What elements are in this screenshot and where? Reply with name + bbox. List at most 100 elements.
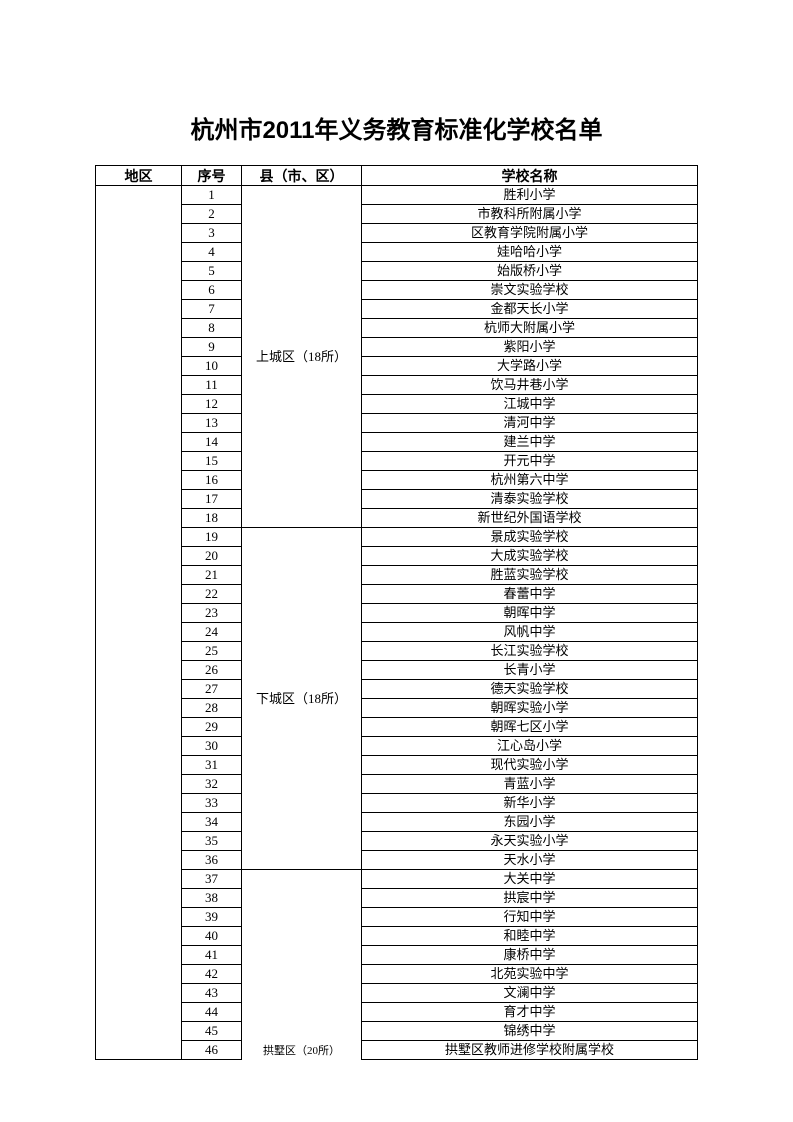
school-cell: 德天实验学校	[362, 680, 698, 699]
school-cell: 清泰实验学校	[362, 490, 698, 509]
school-cell: 大关中学	[362, 870, 698, 889]
table-row: 35 永天实验小学	[96, 832, 698, 851]
seq-cell: 11	[182, 376, 242, 395]
seq-cell: 28	[182, 699, 242, 718]
seq-cell: 7	[182, 300, 242, 319]
table-row: 12江城中学	[96, 395, 698, 414]
table-row: 26长青小学	[96, 661, 698, 680]
table-row: 13清河中学	[96, 414, 698, 433]
table-row: 2 市教科所附属小学	[96, 205, 698, 224]
school-cell: 青蓝小学	[362, 775, 698, 794]
school-cell: 康桥中学	[362, 946, 698, 965]
school-cell: 现代实验小学	[362, 756, 698, 775]
seq-cell: 45	[182, 1022, 242, 1041]
seq-cell: 20	[182, 547, 242, 566]
school-cell: 娃哈哈小学	[362, 243, 698, 262]
school-cell: 朝晖中学	[362, 604, 698, 623]
school-cell: 新华小学	[362, 794, 698, 813]
school-cell: 杭州第六中学	[362, 471, 698, 490]
seq-cell: 35	[182, 832, 242, 851]
school-cell: 胜利小学	[362, 186, 698, 205]
table-row: 3区教育学院附属小学	[96, 224, 698, 243]
header-county: 县（市、区）	[242, 166, 362, 186]
seq-cell: 17	[182, 490, 242, 509]
table-row: 27 德天实验学校	[96, 680, 698, 699]
school-cell: 崇文实验学校	[362, 281, 698, 300]
school-cell: 朝晖实验小学	[362, 699, 698, 718]
seq-cell: 46	[182, 1041, 242, 1060]
table-row: 18新世纪外国语学校	[96, 509, 698, 528]
school-cell: 风帆中学	[362, 623, 698, 642]
table-row: 10大学路小学	[96, 357, 698, 376]
table-row: 30江心岛小学	[96, 737, 698, 756]
table-row: 6崇文实验学校	[96, 281, 698, 300]
table-row: 19下城区（18所）景成实验学校	[96, 528, 698, 547]
table-row: 11 饮马井巷小学	[96, 376, 698, 395]
school-cell: 金都天长小学	[362, 300, 698, 319]
seq-cell: 1	[182, 186, 242, 205]
table-row: 15开元中学	[96, 452, 698, 471]
table-row: 38拱宸中学	[96, 889, 698, 908]
seq-cell: 37	[182, 870, 242, 889]
seq-cell: 22	[182, 585, 242, 604]
table-row: 29朝晖七区小学	[96, 718, 698, 737]
table-row: 28 朝晖实验小学	[96, 699, 698, 718]
table-row: 7 金都天长小学	[96, 300, 698, 319]
table-row: 25长江实验学校	[96, 642, 698, 661]
header-school: 学校名称	[362, 166, 698, 186]
seq-cell: 13	[182, 414, 242, 433]
school-cell: 北苑实验中学	[362, 965, 698, 984]
table-row: 21胜蓝实验学校	[96, 566, 698, 585]
table-row: 46 拱墅区教师进修学校附属学校	[96, 1041, 698, 1060]
seq-cell: 15	[182, 452, 242, 471]
seq-cell: 44	[182, 1003, 242, 1022]
seq-cell: 25	[182, 642, 242, 661]
school-cell: 拱墅区教师进修学校附属学校	[362, 1041, 698, 1060]
seq-cell: 14	[182, 433, 242, 452]
school-cell: 永天实验小学	[362, 832, 698, 851]
table-row: 31 现代实验小学	[96, 756, 698, 775]
table-row: 22春蕾中学	[96, 585, 698, 604]
seq-cell: 42	[182, 965, 242, 984]
school-cell: 建兰中学	[362, 433, 698, 452]
school-cell: 江城中学	[362, 395, 698, 414]
table-row: 5始版桥小学	[96, 262, 698, 281]
table-row: 23 朝晖中学	[96, 604, 698, 623]
table-body: 1上城区（18所）胜利小学2市教科所附属小学3区教育学院附属小学4娃哈哈小学5始…	[96, 186, 698, 1060]
table-row: 41 康桥中学	[96, 946, 698, 965]
seq-cell: 41	[182, 946, 242, 965]
seq-cell: 29	[182, 718, 242, 737]
table-row: 40和睦中学	[96, 927, 698, 946]
table-row: 9紫阳小学	[96, 338, 698, 357]
school-cell: 区教育学院附属小学	[362, 224, 698, 243]
school-cell: 新世纪外国语学校	[362, 509, 698, 528]
school-cell: 行知中学	[362, 908, 698, 927]
seq-cell: 27	[182, 680, 242, 699]
region-cell	[96, 186, 182, 1060]
school-cell: 景成实验学校	[362, 528, 698, 547]
school-cell: 饮马井巷小学	[362, 376, 698, 395]
school-cell: 东园小学	[362, 813, 698, 832]
page-title: 杭州市2011年义务教育标准化学校名单	[95, 110, 698, 145]
table-row: 1上城区（18所）胜利小学	[96, 186, 698, 205]
school-cell: 胜蓝实验学校	[362, 566, 698, 585]
seq-cell: 38	[182, 889, 242, 908]
table-row: 36天水小学	[96, 851, 698, 870]
school-cell: 江心岛小学	[362, 737, 698, 756]
table-row: 16杭州第六中学	[96, 471, 698, 490]
seq-cell: 2	[182, 205, 242, 224]
table-row: 8杭师大附属小学	[96, 319, 698, 338]
seq-cell: 40	[182, 927, 242, 946]
seq-cell: 31	[182, 756, 242, 775]
seq-cell: 9	[182, 338, 242, 357]
seq-cell: 23	[182, 604, 242, 623]
school-cell: 大学路小学	[362, 357, 698, 376]
header-region: 地区	[96, 166, 182, 186]
school-cell: 市教科所附属小学	[362, 205, 698, 224]
table-row: 43文澜中学	[96, 984, 698, 1003]
school-cell: 大成实验学校	[362, 547, 698, 566]
school-cell: 长青小学	[362, 661, 698, 680]
table-row: 24风帆中学	[96, 623, 698, 642]
seq-cell: 32	[182, 775, 242, 794]
county-cell: 拱墅区（20所）	[242, 870, 362, 1060]
